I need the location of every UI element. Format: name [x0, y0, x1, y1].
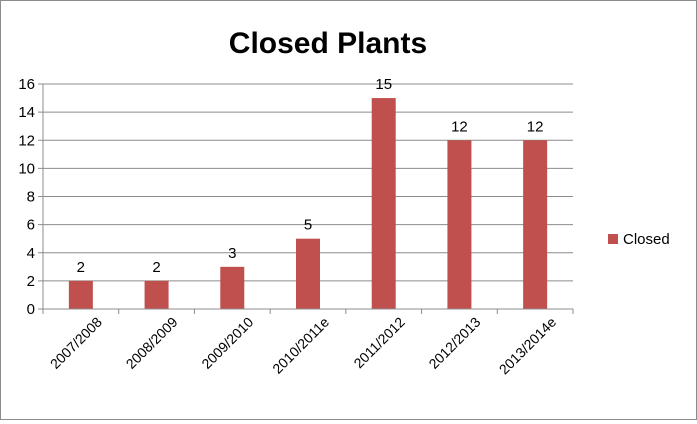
x-tick-label-2009/2010: 2009/2010	[198, 314, 256, 372]
bar-2012/2013	[447, 140, 472, 309]
x-tick-label-2007/2008: 2007/2008	[47, 314, 105, 372]
data-label-2011/2012: 15	[375, 76, 392, 93]
data-label-2013/2014e: 12	[527, 118, 544, 135]
y-tick-label-14: 14	[18, 104, 35, 121]
y-tick-label-2: 2	[27, 273, 35, 290]
x-tick-label-2012/2013: 2012/2013	[425, 314, 483, 372]
y-tick-label-4: 4	[27, 245, 35, 262]
y-tick-label-0: 0	[27, 301, 35, 318]
y-tick-label-10: 10	[18, 160, 35, 177]
data-label-2007/2008: 2	[77, 259, 85, 276]
data-label-2010/2011e: 5	[304, 217, 312, 234]
bars	[68, 98, 548, 309]
x-tick-label-2011/2012: 2011/2012	[350, 314, 408, 372]
legend: Closed	[608, 231, 670, 248]
x-tick-label-2013/2014e: 2013/2014e	[496, 314, 560, 378]
legend-label-closed: Closed	[623, 231, 670, 248]
axes	[42, 84, 573, 310]
x-axis-ticks: 2007/2008 2008/2009 2009/2010 2010/2011e 201…	[42, 309, 574, 378]
data-label-2009/2010: 3	[228, 245, 236, 262]
y-axis-ticks: 0 2 4 6 8 10 12 14 16	[18, 76, 43, 318]
bar-2011/2012	[371, 98, 396, 309]
y-tick-label-16: 16	[18, 76, 35, 93]
bar-2010/2011e	[296, 238, 320, 309]
bar-2007/2008	[68, 280, 93, 309]
y-tick-label-12: 12	[18, 132, 35, 149]
data-label-2008/2009: 2	[152, 259, 160, 276]
bar-2008/2009	[144, 280, 169, 309]
bar-2013/2014e	[523, 140, 548, 309]
x-tick-label-2010/2011e: 2010/2011e	[269, 314, 332, 377]
data-labels: 2 2 3 5 15 12 12	[77, 76, 544, 276]
chart-title: Closed Plants	[229, 27, 427, 60]
legend-swatch	[608, 234, 618, 244]
gridlines	[43, 83, 573, 282]
x-tick-label-2008/2009: 2008/2009	[123, 314, 181, 372]
bar-2009/2010	[220, 266, 245, 309]
y-tick-label-8: 8	[27, 189, 35, 206]
data-label-2012/2013: 12	[451, 118, 468, 135]
y-tick-label-6: 6	[27, 217, 35, 234]
